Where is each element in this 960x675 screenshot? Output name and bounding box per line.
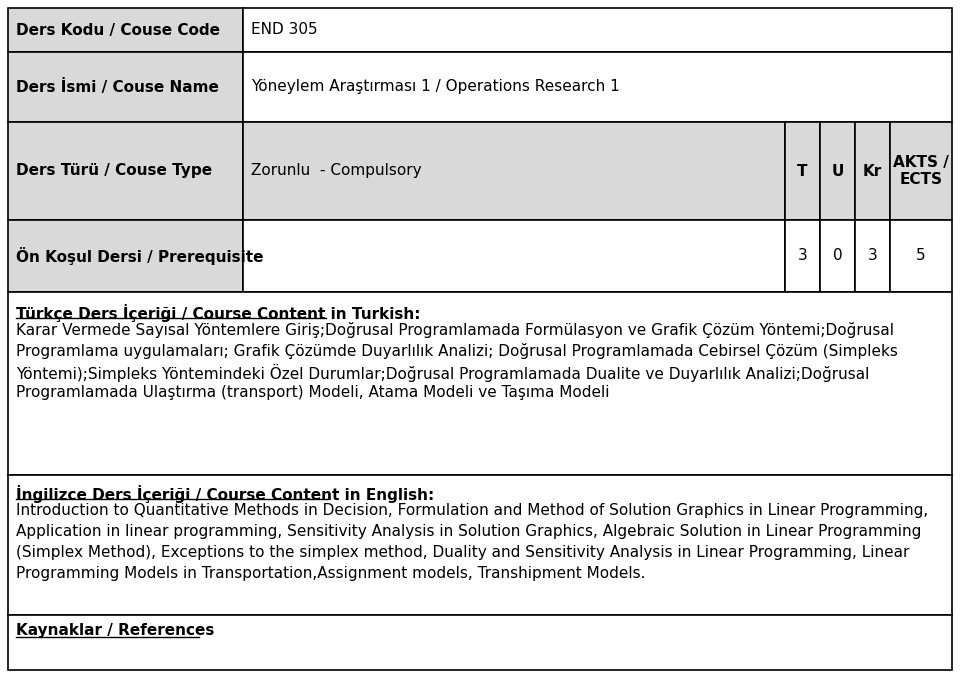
Text: 3: 3 xyxy=(868,248,877,263)
Text: Programlamada Ulaştırma (transport) Modeli, Atama Modeli ve Taşıma Modeli: Programlamada Ulaştırma (transport) Mode… xyxy=(16,385,610,400)
Bar xyxy=(8,475,952,615)
Bar xyxy=(8,122,243,220)
Text: Ders İsmi / Couse Name: Ders İsmi / Couse Name xyxy=(16,79,219,95)
Bar xyxy=(8,8,243,52)
Bar xyxy=(890,220,952,292)
Text: Türkçe Ders İçeriği / Course Content in Turkish:: Türkçe Ders İçeriği / Course Content in … xyxy=(16,304,420,322)
Bar xyxy=(8,220,243,292)
Text: İngilizce Ders İçeriği / Course Content in English:: İngilizce Ders İçeriği / Course Content … xyxy=(16,485,434,503)
Text: Ön Koşul Dersi / Prerequisite: Ön Koşul Dersi / Prerequisite xyxy=(16,247,263,265)
Bar xyxy=(855,122,890,220)
Text: 5: 5 xyxy=(916,248,925,263)
Bar xyxy=(8,52,243,122)
Text: Zorunlu  - Compulsory: Zorunlu - Compulsory xyxy=(251,163,421,178)
Bar xyxy=(243,8,952,52)
Bar xyxy=(785,122,820,220)
Text: END 305: END 305 xyxy=(251,22,318,38)
Bar xyxy=(243,122,785,220)
Text: Kr: Kr xyxy=(863,163,882,178)
Text: Yöntemi);Simpleks Yöntemindeki Özel Durumlar;Doğrusal Programlamada Dualite ve D: Yöntemi);Simpleks Yöntemindeki Özel Duru… xyxy=(16,364,870,382)
Text: Application in linear programming, Sensitivity Analysis in Solution Graphics, Al: Application in linear programming, Sensi… xyxy=(16,524,922,539)
Text: Ders Kodu / Couse Code: Ders Kodu / Couse Code xyxy=(16,22,220,38)
Text: Yöneylem Araştırması 1 / Operations Research 1: Yöneylem Araştırması 1 / Operations Rese… xyxy=(251,80,620,94)
Text: Karar Vermede Sayısal Yöntemlere Giriş;Doğrusal Programlamada Formülasyon ve Gra: Karar Vermede Sayısal Yöntemlere Giriş;D… xyxy=(16,322,894,338)
Bar xyxy=(820,122,855,220)
Text: U: U xyxy=(831,163,844,178)
Text: T: T xyxy=(797,163,807,178)
Bar xyxy=(785,220,820,292)
Bar xyxy=(890,122,952,220)
Text: 3: 3 xyxy=(798,248,807,263)
Text: Programlama uygulamaları; Grafik Çözümde Duyarlılık Analizi; Doğrusal Programlam: Programlama uygulamaları; Grafik Çözümde… xyxy=(16,343,898,359)
Bar xyxy=(820,220,855,292)
Text: (Simplex Method), Exceptions to the simplex method, Duality and Sensitivity Anal: (Simplex Method), Exceptions to the simp… xyxy=(16,545,909,560)
Text: AKTS /
ECTS: AKTS / ECTS xyxy=(893,155,948,187)
Text: Programming Models in Transportation,Assignment models, Transhipment Models.: Programming Models in Transportation,Ass… xyxy=(16,566,645,581)
Bar xyxy=(243,220,785,292)
Bar xyxy=(8,615,952,670)
Bar xyxy=(855,220,890,292)
Text: Ders Türü / Couse Type: Ders Türü / Couse Type xyxy=(16,163,212,178)
Text: Kaynaklar / References: Kaynaklar / References xyxy=(16,623,214,638)
Bar xyxy=(243,52,952,122)
Text: 0: 0 xyxy=(832,248,842,263)
Text: Introduction to Quantitative Methods in Decision, Formulation and Method of Solu: Introduction to Quantitative Methods in … xyxy=(16,503,928,518)
Bar xyxy=(8,292,952,475)
